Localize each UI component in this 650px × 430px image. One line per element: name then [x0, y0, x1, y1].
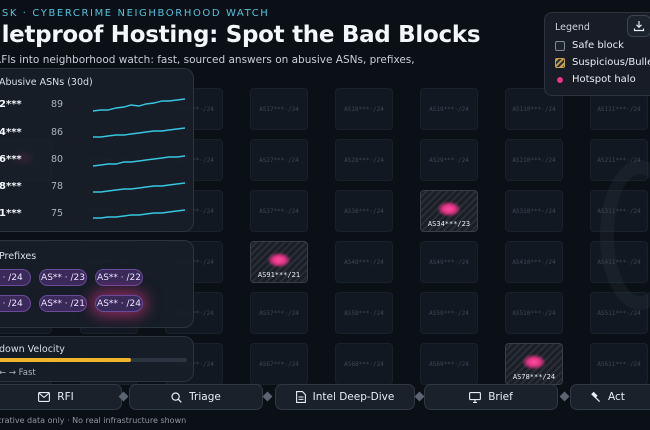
hotspot-halo	[523, 355, 545, 369]
velocity-scale: ← → Fast	[0, 368, 36, 378]
legend-item-halo: Hotspot halo	[555, 74, 650, 86]
safe-block[interactable]: AS57***·/24	[250, 292, 308, 334]
suspicious-swatch	[555, 58, 565, 68]
safe-block[interactable]: AS18***·/24	[335, 88, 393, 130]
velocity-bar	[0, 358, 187, 362]
asn-sparkline	[93, 155, 185, 167]
safe-block[interactable]: AS19***·/24	[420, 88, 478, 130]
suspicious-block[interactable]: AS91***/21	[250, 241, 308, 283]
safe-block[interactable]: AS29***·/24	[420, 139, 478, 181]
prefix-pill[interactable]: AS** · /23	[39, 269, 87, 286]
page-subtitle: RFIs into neighborhood watch: fast, sour…	[0, 54, 415, 66]
legend-title: Legend	[555, 22, 590, 33]
asn-name: 4***	[0, 127, 22, 138]
prefix-pill[interactable]: AS** · /21	[39, 295, 87, 312]
asn-name: 2***	[0, 99, 22, 110]
prefix-pill[interactable]: * · /24	[0, 269, 31, 286]
nav-label: Intel Deep-Dive	[312, 391, 395, 403]
page-kicker: ESK · CYBERCRIME NEIGHBORHOOD WATCH	[0, 8, 270, 19]
safe-block[interactable]: AS59***·/24	[420, 292, 478, 334]
legend-label: Safe block	[572, 40, 624, 51]
safe-block[interactable]: AS210***·/24	[505, 139, 563, 181]
safe-block[interactable]: AS67***·/24	[250, 343, 308, 385]
safe-block[interactable]: AS49***·/24	[420, 241, 478, 283]
asn-score: 89	[51, 99, 64, 110]
nav-brief[interactable]: Brief	[424, 384, 558, 410]
download-icon	[633, 21, 645, 32]
download-button[interactable]	[627, 15, 650, 37]
legend-item-suspicious: Suspicious/Bulle	[555, 57, 650, 69]
safe-block[interactable]: AS68***·/24	[335, 343, 393, 385]
asn-name: 8***	[0, 181, 22, 192]
asn-sparkline	[93, 209, 185, 219]
asn-score: 75	[51, 208, 64, 219]
prefix-panel: Prefixes * · /24 AS** · /23 AS** · /22 *…	[0, 240, 194, 328]
nav-label: Triage	[189, 391, 221, 403]
asn-panel-title: Abusive ASNs (30d)	[0, 77, 93, 88]
prefix-pill[interactable]: AS** · /22	[95, 269, 143, 286]
asn-sparkline	[93, 127, 185, 138]
mail-icon	[38, 392, 51, 402]
halo-swatch	[557, 77, 563, 83]
hotspot-halo	[268, 253, 290, 267]
safe-block[interactable]: AS48***·/24	[335, 241, 393, 283]
search-icon	[171, 391, 182, 403]
nav-label: RFI	[57, 391, 74, 403]
velocity-title: down Velocity	[0, 344, 65, 355]
asn-score: 80	[51, 154, 64, 165]
safe-block[interactable]: AS58***·/24	[335, 292, 393, 334]
document-icon	[295, 391, 306, 403]
safe-block[interactable]: AS37***·/24	[250, 190, 308, 232]
asn-row[interactable]: 1*** 75	[0, 204, 195, 224]
prefix-pill-hotspot[interactable]: AS** · /24	[95, 295, 143, 312]
asn-name: 1***	[0, 208, 22, 219]
abusive-asn-panel: Abusive ASNs (30d) 2*** 89 4*** 86 6*** …	[0, 68, 194, 232]
safe-block[interactable]: AS17***·/24	[250, 88, 308, 130]
asn-row[interactable]: 6*** 80	[0, 150, 195, 170]
nav-act[interactable]: Act	[570, 384, 650, 410]
asn-sparkline	[93, 182, 185, 193]
safe-block[interactable]: AS38***·/24	[335, 190, 393, 232]
monitor-icon	[469, 391, 482, 403]
safe-block[interactable]: AS27***·/24	[250, 139, 308, 181]
asn-score: 86	[51, 127, 64, 138]
nav-triage[interactable]: Triage	[129, 384, 263, 410]
legend-panel: Legend Safe block Suspicious/Bulle Hotsp…	[544, 12, 650, 96]
gavel-icon	[591, 391, 601, 403]
legend-item-safe: Safe block	[555, 40, 650, 52]
asn-row[interactable]: 4*** 86	[0, 123, 195, 143]
safe-block[interactable]: AS410***·/24	[505, 241, 563, 283]
safe-swatch	[555, 41, 565, 51]
safe-block[interactable]: AS310***·/24	[505, 190, 563, 232]
prefix-pill[interactable]: * · /24	[0, 295, 31, 312]
legend-label: Hotspot halo	[572, 74, 636, 85]
footnote: strative data only · No real infrastruct…	[0, 416, 187, 425]
asn-row[interactable]: 2*** 89	[0, 95, 195, 115]
prefix-panel-title: Prefixes	[0, 251, 37, 262]
nav-label: Act	[608, 391, 625, 403]
legend-label: Suspicious/Bulle	[572, 57, 650, 68]
hotspot-halo	[438, 202, 460, 216]
safe-block[interactable]: AS28***·/24	[335, 139, 393, 181]
asn-sparkline	[93, 98, 185, 112]
nav-rfi[interactable]: RFI	[0, 384, 122, 410]
safe-block[interactable]: AS69***·/24	[420, 343, 478, 385]
safe-block[interactable]: AS611***·/24	[590, 343, 648, 385]
asn-row[interactable]: 8*** 78	[0, 177, 195, 197]
asn-name: 6***	[0, 154, 22, 165]
asn-score: 78	[51, 181, 64, 192]
nav-label: Brief	[488, 391, 513, 403]
nav-intel-deep-dive[interactable]: Intel Deep-Dive	[275, 384, 415, 410]
safe-block[interactable]: AS510***·/24	[505, 292, 563, 334]
velocity-panel: down Velocity ← → Fast	[0, 336, 194, 382]
velocity-fill	[0, 358, 131, 362]
page-title: lletproof Hosting: Spot the Bad Blocks	[0, 22, 481, 48]
